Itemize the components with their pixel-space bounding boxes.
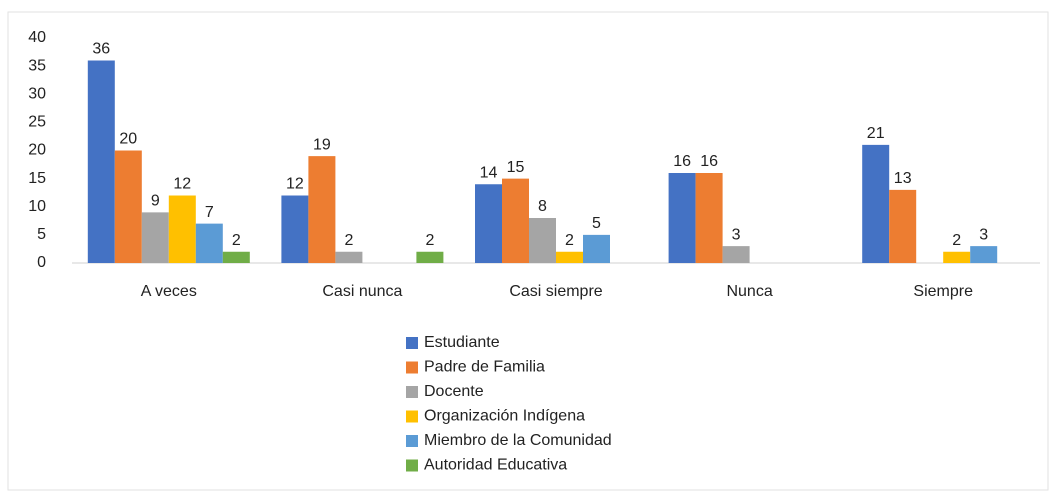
legend-swatch [406,459,418,472]
y-tick-label: 15 [28,170,46,187]
data-label: 2 [952,232,961,249]
legend-label: Docente [424,383,484,400]
x-tick-label: Casi nunca [322,283,402,300]
legend-label: Organización Indígena [424,408,585,425]
legend-swatch [406,410,418,423]
bar [556,251,583,263]
data-label: 7 [205,204,214,221]
x-tick-label: Casi siempre [509,283,602,300]
y-tick-label: 35 [28,57,46,74]
bar [583,234,610,263]
data-label: 8 [538,198,547,215]
bar [222,251,250,263]
data-label: 2 [344,232,353,249]
data-label: 15 [507,159,525,176]
bar [970,246,998,263]
y-tick-label: 30 [28,85,46,102]
legend-swatch [406,435,418,447]
legend-label: Miembro de la Comunidad [424,432,612,449]
data-label: 2 [425,232,434,249]
bar [195,223,223,263]
legend-label: Padre de Familia [424,359,545,376]
legend-swatch [406,337,418,349]
bar [335,251,363,263]
data-label: 14 [480,164,498,181]
bar [529,218,556,263]
legend-label: Autoridad Educativa [424,457,567,474]
data-label: 2 [232,232,241,249]
x-tick-label: A veces [141,283,197,300]
bar [862,144,890,263]
data-label: 13 [894,170,912,187]
bar [889,189,917,263]
y-tick-label: 0 [37,254,46,271]
data-label: 9 [151,193,160,210]
data-label: 3 [979,226,988,243]
x-tick-label: Nunca [726,283,772,300]
bar [168,195,196,263]
data-label: 12 [286,176,304,193]
data-label: 12 [173,176,191,193]
data-label: 16 [700,153,718,170]
bar [475,184,502,263]
y-tick-label: 40 [28,29,46,46]
bar [87,60,115,263]
data-label: 2 [565,232,574,249]
data-label: 21 [867,125,885,142]
bar [722,246,750,263]
data-label: 16 [673,153,691,170]
bar [943,251,971,263]
y-tick-label: 5 [37,226,46,243]
data-label: 20 [119,131,137,148]
bar [114,150,142,263]
bar [695,173,723,263]
bar [141,212,169,263]
bar [281,195,309,263]
bar [308,156,336,263]
data-label: 3 [732,226,741,243]
legend-swatch [406,361,418,374]
y-tick-label: 25 [28,114,46,131]
legend-label: Estudiante [424,334,500,351]
y-tick-label: 20 [28,142,46,159]
x-tick-label: Siempre [913,283,973,300]
chart-border [7,11,1049,491]
bar [502,178,529,263]
data-label: 5 [592,215,601,232]
y-tick-label: 10 [28,198,46,215]
bar [668,173,696,263]
data-label: 19 [313,136,331,153]
legend-swatch [406,386,418,398]
data-label: 36 [92,41,110,58]
bar [416,251,444,263]
